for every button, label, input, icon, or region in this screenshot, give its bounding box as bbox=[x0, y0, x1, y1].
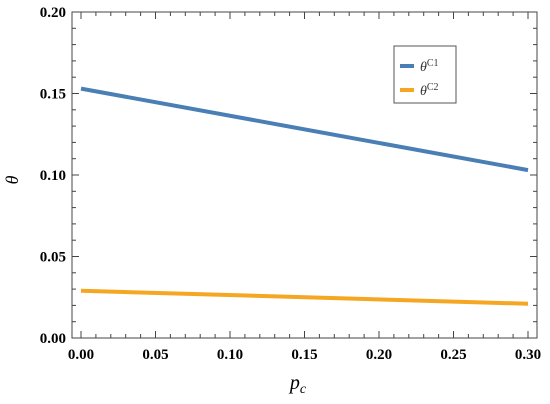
x-axis-label-main: p bbox=[288, 372, 300, 394]
series-line-2 bbox=[80, 288, 529, 306]
y-tick-label: 0.00 bbox=[40, 331, 66, 347]
x-axis-label-sub: c bbox=[300, 382, 307, 397]
legend: θC1 θC2 bbox=[393, 45, 457, 104]
y-tick-label: 0.20 bbox=[40, 5, 66, 21]
x-tick-label: 0.05 bbox=[142, 347, 168, 363]
y-tick-label: 0.05 bbox=[40, 250, 66, 266]
legend-label-series-2-base: θ bbox=[420, 84, 427, 99]
x-tick-label: 0.15 bbox=[291, 347, 317, 363]
x-axis-ticks: 0.00 0.05 0.10 0.15 0.20 0.25 0.30 bbox=[68, 12, 541, 363]
series-layer bbox=[80, 86, 529, 306]
x-tick-label: 0.10 bbox=[217, 347, 243, 363]
x-tick-label: 0.00 bbox=[68, 347, 94, 363]
x-tick-label: 0.20 bbox=[366, 347, 392, 363]
x-tick-label: 0.30 bbox=[515, 347, 541, 363]
series-line-1 bbox=[80, 86, 529, 173]
y-axis-label: θ bbox=[2, 175, 22, 184]
legend-label-series-1-sup: C1 bbox=[427, 58, 439, 69]
legend-label-series-2: θC2 bbox=[420, 82, 439, 99]
x-tick-label: 0.25 bbox=[440, 347, 466, 363]
plot-frame bbox=[71, 11, 538, 339]
legend-label-series-1: θC1 bbox=[420, 58, 439, 75]
x-axis-label: pc bbox=[288, 372, 307, 397]
y-axis-ticks: 0.00 0.05 0.10 0.15 0.20 bbox=[40, 5, 537, 347]
legend-label-series-1-base: θ bbox=[420, 60, 427, 75]
y-tick-label: 0.15 bbox=[40, 87, 66, 103]
y-tick-label: 0.10 bbox=[40, 168, 66, 184]
legend-box bbox=[393, 45, 457, 104]
legend-label-series-2-sup: C2 bbox=[427, 82, 439, 93]
